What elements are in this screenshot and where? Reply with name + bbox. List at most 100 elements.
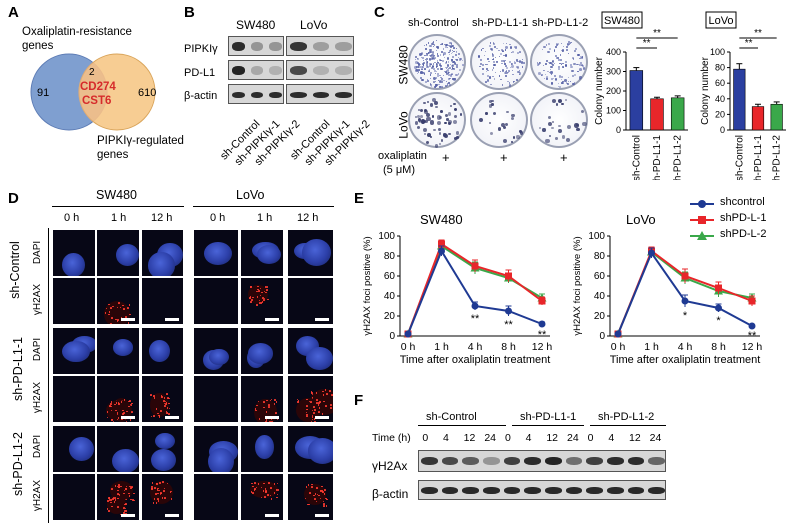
colony	[505, 65, 507, 67]
colony	[439, 110, 443, 114]
colony	[560, 64, 562, 66]
h2ax-focus	[311, 486, 313, 489]
h2ax-focus	[266, 286, 268, 288]
colony	[513, 81, 515, 83]
h2ax-focus	[329, 390, 331, 392]
colony	[577, 70, 579, 73]
bar-y-tick-label: 20	[715, 109, 725, 119]
scale-bar	[165, 318, 179, 321]
colony	[429, 54, 433, 57]
bar-y-tick-label: 60	[715, 78, 725, 88]
bar-category-2: sh-PD-L1-2	[772, 135, 783, 180]
colony	[481, 49, 483, 51]
h2ax-focus	[318, 402, 320, 404]
h2ax-focus	[124, 503, 126, 506]
colony	[544, 73, 547, 76]
h2ax-focus	[120, 317, 123, 319]
treatment-dose: (5 μM)	[383, 164, 416, 176]
line-title: SW480	[420, 212, 463, 227]
colony	[519, 60, 521, 63]
h2ax-focus	[263, 290, 266, 293]
colony	[487, 63, 489, 66]
colony	[579, 57, 581, 60]
blotF-band-r0-l10	[627, 457, 645, 465]
bar-y-label: Colony number	[700, 56, 711, 124]
colony	[544, 63, 547, 66]
colony	[426, 52, 428, 55]
colony	[457, 53, 461, 56]
h2ax-focus	[170, 490, 173, 493]
colony	[447, 74, 451, 77]
colony	[582, 64, 585, 67]
colony	[561, 81, 565, 85]
colony	[481, 63, 485, 67]
venn-gene-1: CD274	[80, 81, 116, 93]
colony	[488, 99, 493, 104]
colony	[561, 49, 564, 52]
colony	[425, 53, 429, 57]
h2ax-focus	[259, 294, 262, 297]
h2ax-focus	[266, 399, 268, 402]
h2ax-focus	[111, 488, 113, 490]
colony	[429, 48, 432, 51]
micro-cell-r1-c0	[52, 277, 96, 325]
colony	[550, 71, 553, 74]
colony	[567, 40, 570, 44]
colony	[432, 58, 435, 60]
colony	[564, 79, 567, 82]
colony	[450, 52, 453, 55]
colony	[433, 101, 438, 105]
colony	[505, 66, 508, 69]
colony	[441, 77, 444, 80]
colony	[440, 50, 443, 53]
h2ax-focus	[115, 318, 117, 321]
h2ax-focus	[276, 493, 279, 496]
h2ax-focus	[130, 487, 132, 489]
colony	[426, 116, 431, 121]
h2ax-focus	[124, 509, 127, 512]
colony	[450, 43, 453, 45]
h2ax-focus	[108, 313, 110, 316]
colony	[439, 115, 443, 119]
h2ax-focus	[116, 485, 119, 488]
colony	[512, 81, 515, 83]
venn-diagram	[30, 53, 156, 131]
colony	[433, 46, 435, 48]
h2ax-focus	[258, 299, 261, 302]
colony	[430, 66, 433, 69]
micro-cond-3: sh-PD-L1-2	[10, 432, 25, 496]
colony	[510, 117, 514, 121]
blot-group-lovo: LoVo	[300, 18, 328, 32]
h2ax-focus	[306, 408, 309, 411]
colony	[415, 56, 418, 59]
colony	[450, 72, 454, 75]
legend-label-shpdl2: shPD-L-2	[720, 228, 767, 240]
colony	[435, 71, 437, 73]
blotB-band-r1-l1	[250, 66, 264, 75]
colony	[501, 62, 503, 65]
scale-bar	[121, 416, 135, 419]
colony	[510, 140, 514, 144]
stain-2: γH2AX	[32, 283, 44, 316]
colony	[558, 85, 561, 88]
h2ax-focus	[168, 407, 171, 410]
h2ax-focus	[275, 412, 278, 414]
colony	[547, 43, 550, 46]
colony	[417, 66, 420, 68]
h2ax-focus	[111, 419, 114, 421]
colony	[420, 76, 423, 79]
colony	[580, 61, 583, 64]
blotF-group-1: sh-Control	[426, 411, 477, 423]
sig-label-1: **	[643, 38, 651, 49]
colony	[451, 65, 454, 68]
blotF-time-4: 0	[505, 432, 511, 444]
h2ax-focus	[117, 319, 120, 321]
h2ax-focus	[166, 412, 169, 414]
blotF-band-r0-l1	[441, 457, 459, 465]
colony	[449, 74, 453, 77]
h2ax-focus	[110, 499, 113, 501]
bar-y-tick-label: 40	[715, 94, 725, 104]
h2ax-focus	[131, 402, 133, 405]
colony	[444, 70, 448, 73]
line-y-tick-label: 0	[599, 331, 605, 342]
